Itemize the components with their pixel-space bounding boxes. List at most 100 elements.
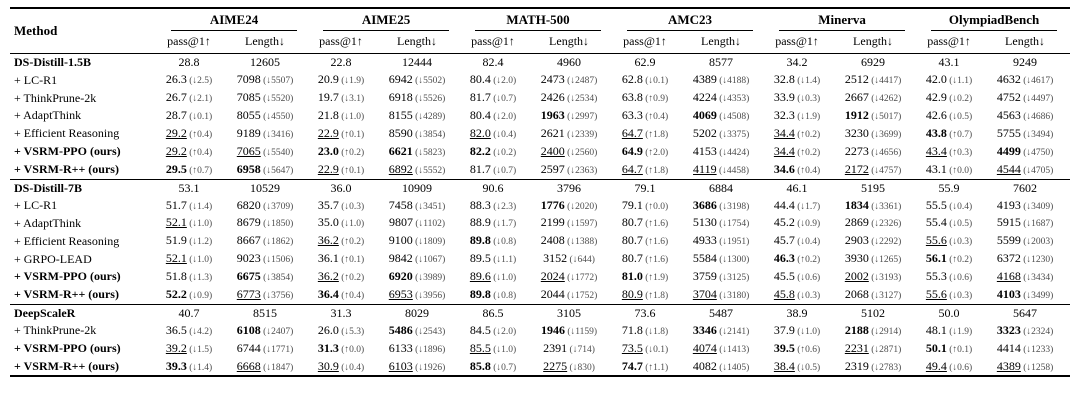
delta-value: (↓0.3)	[794, 94, 821, 105]
metric-value: 56.1	[925, 251, 947, 266]
delta-value: (↓3709)	[260, 201, 294, 212]
benchmark-header-aime24: AIME24	[158, 8, 310, 32]
pass1-cell: 36.5 (↓4.2)	[158, 322, 220, 340]
metric-value: 89.6	[469, 269, 491, 283]
metric-value: 22.9	[317, 161, 339, 176]
benchmark-header-aime25: AIME25	[310, 8, 462, 32]
length-cell: 5486 (↓2543)	[372, 322, 462, 340]
delta-value: (↓0.7)	[490, 362, 517, 373]
method-cell: + Efficient Reasoning	[14, 126, 120, 141]
metric-value: 45.8	[773, 286, 795, 301]
metric-value: 5130	[692, 215, 717, 230]
delta-value: (↓2534)	[564, 94, 598, 105]
table-row: + Efficient Reasoning 51.9 (↓1.2) 8667 (↓1…	[10, 232, 1070, 250]
length-cell: 6773 (↓3756)	[220, 286, 310, 304]
metric-value: 6372	[996, 251, 1021, 266]
pass1-cell: 45.7 (↓0.4)	[766, 232, 828, 250]
length-cell: 7602	[980, 178, 1071, 197]
pass1-cell: 63.3 (↑0.4)	[614, 107, 676, 125]
metric-value: 4544	[996, 161, 1021, 176]
delta-value: (↓2292)	[868, 237, 902, 248]
metric-value: 38.9	[786, 305, 808, 320]
delta-value: (↓5520)	[260, 94, 294, 105]
table-row: DS-Distill-7B 53.1 10529 36.0 10909 90.6 3796 7…	[10, 178, 1071, 197]
pass1-cell: 53.1	[158, 178, 220, 197]
pass1-cell: 64.7 (↑1.8)	[614, 125, 676, 143]
metric-value: 2172	[844, 161, 869, 176]
pass1-cell: 79.1 (↑0.0)	[614, 197, 676, 215]
delta-value: (↓0.1)	[186, 112, 213, 122]
delta-value: (↓1233)	[1020, 344, 1054, 355]
table-row: DeepScaleR 40.7 8515 31.3 8029 86.5 3105 73.6 54…	[10, 303, 1071, 322]
metric-value: 1946	[540, 322, 565, 337]
length-cell: 9023 (↓1506)	[220, 250, 310, 268]
delta-value: (↓0.6)	[946, 273, 973, 283]
delta-value: (↓2560)	[564, 147, 598, 158]
length-cell: 4168 (↓3434)	[980, 268, 1070, 286]
metric-value: 49.4	[925, 358, 947, 373]
pass1-cell: 19.7 (↓3.1)	[310, 89, 372, 107]
length-cell: 2408 (↓1388)	[524, 232, 614, 250]
delta-value: (↓644)	[567, 255, 595, 266]
pass1-cell: 35.7 (↓0.3)	[310, 197, 372, 215]
metric-value: 34.4	[773, 125, 795, 140]
delta-value: (↓2.5)	[186, 76, 213, 87]
metric-value: 4933	[692, 233, 717, 248]
delta-value: (↓4458)	[716, 165, 750, 176]
delta-value: (↓4686)	[1020, 112, 1054, 122]
delta-value: (↑0.1)	[338, 165, 365, 176]
metric-value: 8055	[236, 108, 261, 122]
length-cell: 3230 (↓3699)	[828, 125, 918, 143]
delta-value: (↑0.9)	[642, 94, 669, 105]
metric-value: 2188	[844, 322, 869, 337]
length-cell: 3759 (↓3125)	[676, 268, 766, 286]
delta-value: (↓4757)	[868, 165, 902, 176]
delta-value: (↓2003)	[1020, 237, 1054, 248]
delta-value: (↓5823)	[412, 147, 446, 158]
length-cell: 4119 (↓4458)	[676, 161, 766, 179]
delta-value: (↓2783)	[868, 362, 902, 373]
metric-value: 31.3	[317, 340, 339, 355]
pass1-cell: 55.6 (↓0.3)	[918, 286, 980, 304]
metric-value: 6918	[388, 90, 413, 105]
length-cell: 5915 (↓1687)	[980, 214, 1070, 232]
delta-value: (↓1.0)	[338, 219, 365, 230]
benchmark-label: MATH-500	[475, 12, 602, 32]
pass1-cell: 31.3 (↑0.0)	[310, 340, 372, 358]
delta-value: (↓1506)	[260, 255, 294, 266]
metric-header-length: Length↓	[676, 31, 767, 55]
metric-value: 4563	[996, 108, 1021, 122]
metric-value: 45.2	[773, 215, 795, 230]
method-cell: + VSRM-PPO (ours)	[14, 144, 121, 159]
delta-value: (↓0.3)	[794, 290, 821, 301]
metric-value: 2275	[543, 358, 568, 373]
delta-value: (↓4550)	[260, 112, 294, 122]
metric-value: 2273	[844, 143, 869, 158]
metric-value: 4960	[557, 55, 582, 70]
pass1-cell: 34.4 (↑0.2)	[766, 143, 828, 161]
delta-value: (↓2407)	[260, 326, 294, 337]
metric-value: 6668	[236, 358, 261, 373]
metric-value: 55.3	[925, 269, 947, 283]
benchmark-header-olympiadbench: OlympiadBench	[918, 8, 1070, 32]
method-cell: + VSRM-PPO (ours)	[14, 341, 121, 356]
pass1-cell: 26.7 (↓2.1)	[158, 89, 220, 107]
metric-value: 7098	[236, 72, 261, 87]
delta-value: (↓1.8)	[642, 326, 669, 337]
metric-value: 9189	[236, 125, 261, 140]
metric-value: 2231	[844, 340, 869, 355]
delta-value: (↑1.6)	[642, 237, 669, 248]
metric-value: 9807	[388, 215, 413, 230]
delta-value: (↓1405)	[716, 362, 750, 373]
metric-value: 46.1	[786, 180, 808, 195]
length-cell: 2068 (↓3127)	[828, 286, 918, 304]
delta-value: (↓5540)	[260, 147, 294, 158]
delta-value: (↓1.4)	[794, 76, 821, 87]
pass1-cell: 43.4 (↑0.3)	[918, 143, 980, 161]
metric-value: 5647	[1013, 305, 1038, 320]
delta-value: (↓1.7)	[490, 219, 517, 230]
delta-value: (↓3.1)	[338, 94, 365, 105]
pass1-cell: 32.3 (↓1.9)	[766, 107, 828, 125]
metric-value: 80.7	[621, 251, 643, 266]
length-cell: 2275 (↓830)	[524, 358, 614, 377]
